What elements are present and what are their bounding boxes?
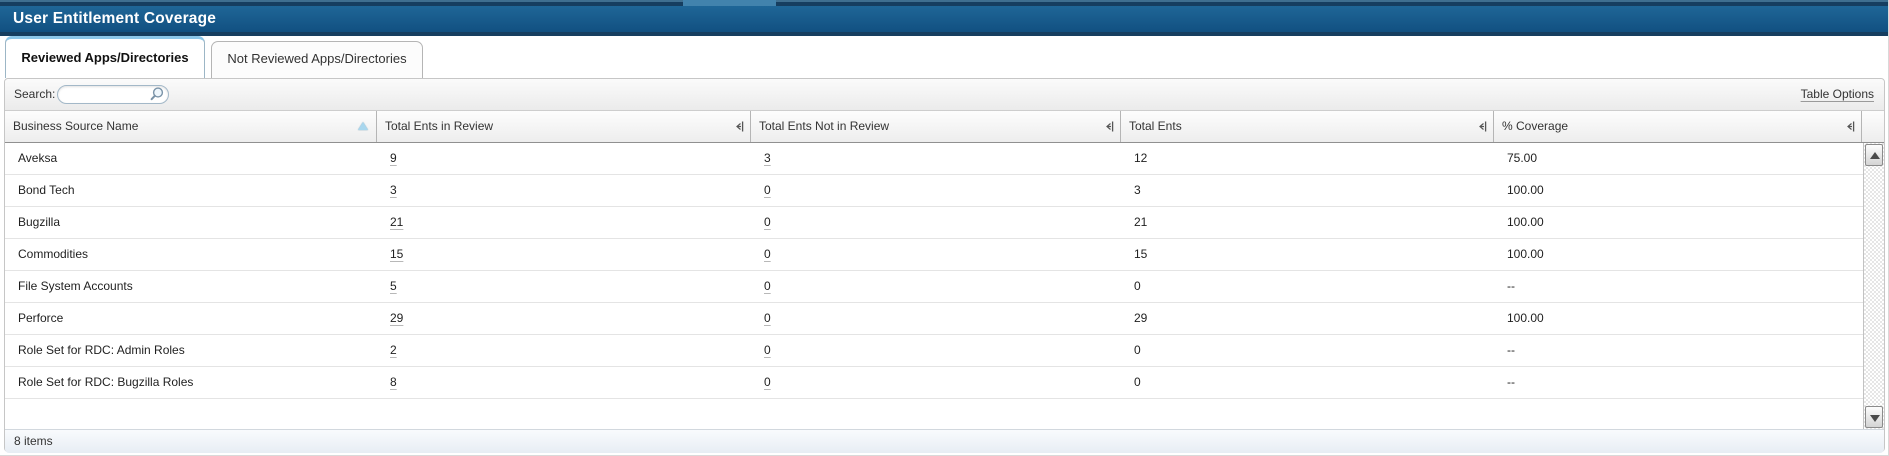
tab-not-reviewed-apps[interactable]: Not Reviewed Apps/Directories	[211, 41, 423, 78]
cell-percent-coverage: --	[1507, 343, 1515, 357]
table-body: Aveksa 9 3 12 75.00 Bond Tech 3 0 3 100.…	[5, 143, 1884, 429]
magnifier-icon[interactable]	[149, 86, 165, 102]
page-title: User Entitlement Coverage	[0, 6, 1888, 32]
cell-total-ents: 29	[1134, 311, 1148, 325]
column-header-business-source-name[interactable]: Business Source Name	[5, 111, 377, 142]
cell-total-ents-not-in-review: 0	[751, 207, 1121, 238]
cell-business-source-name: Role Set for RDC: Bugzilla Roles	[18, 375, 194, 389]
ents-in-review-link[interactable]: 3	[390, 183, 397, 197]
cell-percent-coverage: --	[1507, 279, 1515, 293]
scroll-up-button[interactable]	[1865, 144, 1883, 166]
tab-reviewed-apps[interactable]: Reviewed Apps/Directories	[5, 36, 205, 78]
table-row[interactable]: File System Accounts 5 0 0 --	[5, 271, 1884, 303]
cell-total-ents-not-in-review: 0	[751, 175, 1121, 206]
ents-in-review-link[interactable]: 8	[390, 375, 397, 389]
ents-in-review-link[interactable]: 2	[390, 343, 397, 357]
header-scrollbar-spacer	[1862, 111, 1884, 142]
cell-business-source-name: Aveksa	[18, 151, 58, 165]
cell-total-ents-in-review: 8	[377, 367, 751, 398]
item-count: 8 items	[14, 434, 53, 448]
column-collapse-icon[interactable]	[1105, 120, 1115, 133]
column-header-percent-coverage[interactable]: % Coverage	[1494, 111, 1862, 142]
cell-total-ents: 21	[1134, 215, 1148, 229]
ents-not-in-review-link[interactable]: 0	[764, 279, 771, 293]
cell-total-ents-in-review: 9	[377, 143, 751, 174]
table-row[interactable]: Aveksa 9 3 12 75.00	[5, 143, 1884, 175]
vertical-scrollbar[interactable]	[1863, 143, 1884, 429]
table-row[interactable]: Bond Tech 3 0 3 100.00	[5, 175, 1884, 207]
cell-total-ents-in-review: 2	[377, 335, 751, 366]
ents-not-in-review-link[interactable]: 3	[764, 151, 771, 165]
table-row[interactable]: Perforce 29 0 29 100.00	[5, 303, 1884, 335]
ents-not-in-review-link[interactable]: 0	[764, 343, 771, 357]
cell-business-source-name: Perforce	[18, 311, 64, 325]
table-row[interactable]: Role Set for RDC: Bugzilla Roles 8 0 0 -…	[5, 367, 1884, 399]
ents-not-in-review-link[interactable]: 0	[764, 215, 771, 229]
scroll-down-arrow-icon	[1870, 415, 1880, 422]
scroll-down-button[interactable]	[1865, 406, 1883, 428]
ents-not-in-review-link[interactable]: 0	[764, 247, 771, 261]
sort-ascending-icon	[358, 122, 368, 130]
cell-total-ents: 3	[1134, 183, 1141, 197]
cell-percent-coverage: 75.00	[1507, 151, 1538, 165]
ents-in-review-link[interactable]: 15	[390, 247, 404, 261]
table-options-link[interactable]: Table Options	[1800, 87, 1874, 101]
cell-total-ents-not-in-review: 0	[751, 303, 1121, 334]
cell-percent-coverage: 100.00	[1507, 183, 1544, 197]
cell-total-ents-not-in-review: 3	[751, 143, 1121, 174]
table-row[interactable]: Bugzilla 21 0 21 100.00	[5, 207, 1884, 239]
top-nav-active-segment	[683, 0, 776, 6]
column-collapse-icon[interactable]	[1846, 120, 1856, 133]
ents-not-in-review-link[interactable]: 0	[764, 375, 771, 389]
cell-business-source-name: Bugzilla	[18, 215, 61, 229]
cell-total-ents-in-review: 29	[377, 303, 751, 334]
ents-in-review-link[interactable]: 21	[390, 215, 404, 229]
column-collapse-icon[interactable]	[1478, 120, 1488, 133]
cell-business-source-name: Commodities	[18, 247, 89, 261]
search-label: Search:	[14, 87, 56, 101]
cell-percent-coverage: 100.00	[1507, 247, 1544, 261]
search-input[interactable]	[57, 85, 169, 104]
titlebar-bottom-band	[0, 32, 1888, 36]
cell-total-ents: 0	[1134, 343, 1141, 357]
cell-total-ents-in-review: 5	[377, 271, 751, 302]
cell-percent-coverage: 100.00	[1507, 215, 1544, 229]
cell-percent-coverage: --	[1507, 375, 1515, 389]
table-toolbar: Search: Table Options	[5, 79, 1884, 111]
table-row[interactable]: Role Set for RDC: Admin Roles 2 0 0 --	[5, 335, 1884, 367]
ents-in-review-link[interactable]: 29	[390, 311, 404, 325]
column-header-total-ents-in-review[interactable]: Total Ents in Review	[377, 111, 751, 142]
cell-total-ents-in-review: 3	[377, 175, 751, 206]
cell-total-ents-not-in-review: 0	[751, 271, 1121, 302]
top-nav-sliver	[0, 0, 1888, 6]
cell-total-ents-in-review: 15	[377, 239, 751, 270]
tab-bar: Reviewed Apps/Directories Not Reviewed A…	[0, 36, 1888, 78]
table-rows: Aveksa 9 3 12 75.00 Bond Tech 3 0 3 100.…	[5, 143, 1884, 399]
cell-business-source-name: Role Set for RDC: Admin Roles	[18, 343, 185, 357]
column-collapse-icon[interactable]	[735, 120, 745, 133]
cell-total-ents: 0	[1134, 279, 1141, 293]
ents-in-review-link[interactable]: 9	[390, 151, 397, 165]
column-header-total-ents-not-in-review[interactable]: Total Ents Not in Review	[751, 111, 1121, 142]
cell-total-ents: 12	[1134, 151, 1148, 165]
cell-total-ents-in-review: 21	[377, 207, 751, 238]
table-header-row: Business Source Name Total Ents in Revie…	[5, 111, 1884, 143]
scroll-up-arrow-icon	[1870, 152, 1880, 159]
cell-total-ents: 15	[1134, 247, 1148, 261]
cell-business-source-name: File System Accounts	[18, 279, 133, 293]
cell-total-ents-not-in-review: 0	[751, 239, 1121, 270]
table-row[interactable]: Commodities 15 0 15 100.00	[5, 239, 1884, 271]
cell-total-ents-not-in-review: 0	[751, 367, 1121, 398]
table-footer: 8 items	[5, 429, 1884, 453]
cell-total-ents: 0	[1134, 375, 1141, 389]
ents-not-in-review-link[interactable]: 0	[764, 311, 771, 325]
cell-business-source-name: Bond Tech	[18, 183, 75, 197]
ents-not-in-review-link[interactable]: 0	[764, 183, 771, 197]
cell-percent-coverage: 100.00	[1507, 311, 1544, 325]
column-header-total-ents[interactable]: Total Ents	[1121, 111, 1494, 142]
table-panel: Search: Table Options Business Source Na…	[4, 78, 1885, 453]
ents-in-review-link[interactable]: 5	[390, 279, 397, 293]
cell-total-ents-not-in-review: 0	[751, 335, 1121, 366]
